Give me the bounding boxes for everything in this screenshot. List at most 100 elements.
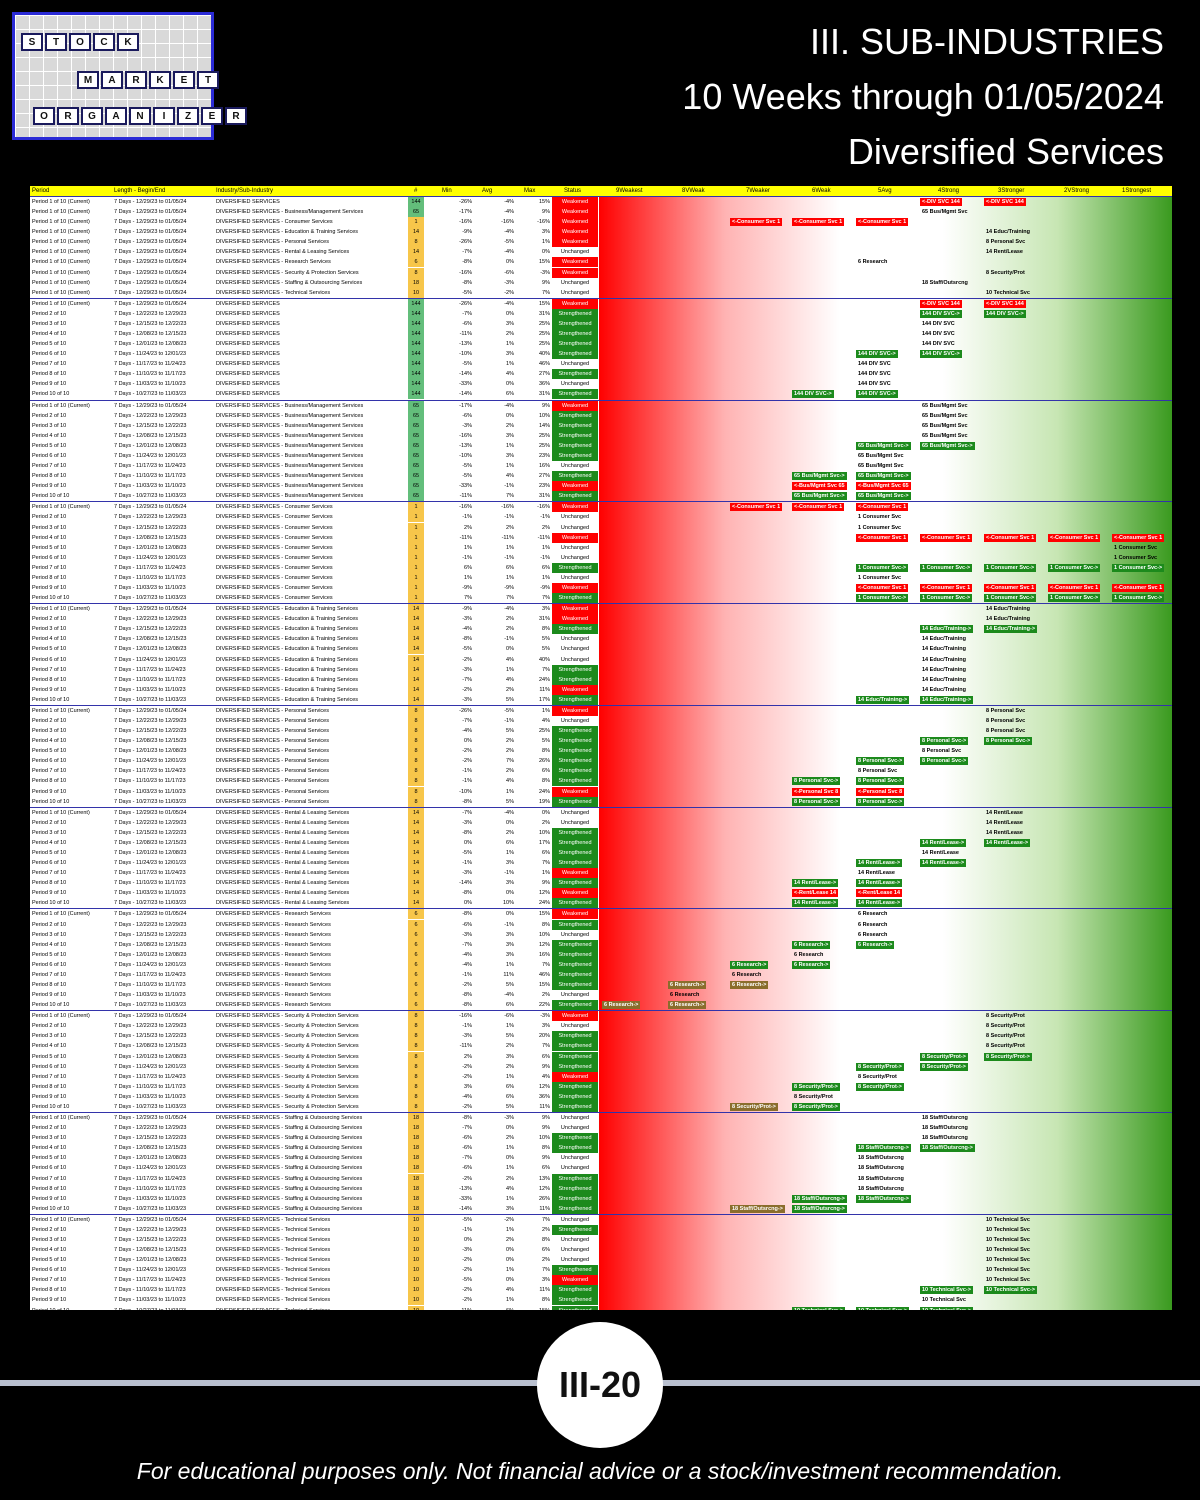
cell-min: -2% — [462, 1063, 472, 1070]
cell-min: -26% — [459, 239, 472, 246]
cell-min: -7% — [462, 310, 472, 317]
cell-length: 7 Days - 12/29/23 to 01/05/24 — [114, 911, 187, 918]
cell-avg: 3% — [506, 931, 514, 938]
table-row: Period 3 of 10 7 Days - 12/15/23 to 12/22… — [30, 726, 1172, 737]
zone-label: 1 Consumer Svc-> — [856, 563, 909, 572]
cell-industry: DIVERSIFIED SERVICES - Research Services — [216, 941, 331, 948]
cell-max: 5% — [542, 636, 550, 643]
header-8vweak[interactable]: 8VWeak — [682, 188, 705, 194]
disclaimer: For educational purposes only. Not finan… — [136, 1458, 1064, 1484]
header-3stronger[interactable]: 3Stronger — [998, 188, 1025, 194]
logo-letter: N — [129, 107, 151, 125]
status-badge: Strengthened — [552, 664, 598, 675]
cell-min: -3% — [462, 422, 472, 429]
cell-length: 7 Days - 10/27/23 to 11/03/23 — [114, 1103, 187, 1110]
cell-period: Period 10 of 10 — [32, 1002, 70, 1009]
cell-period: Period 7 of 10 — [32, 1277, 67, 1284]
zone-label: 10 Technical Svc-> — [984, 1286, 1037, 1295]
table-row: Period 1 of 10 (Current) 7 Days - 12/29/2… — [30, 247, 1172, 258]
cell-avg: 2% — [506, 1236, 514, 1243]
status-badge: Unchanged — [560, 1155, 590, 1162]
header-9weakest[interactable]: 9Weakest — [616, 188, 643, 194]
cell-period: Period 6 of 10 — [32, 554, 67, 561]
table-row: Period 6 of 10 7 Days - 11/24/23 to 12/01… — [30, 756, 1172, 767]
cell-count: 18 — [408, 277, 424, 288]
header-min[interactable]: Min — [442, 188, 452, 194]
zone-label: 144 DIV SVC — [858, 361, 891, 368]
cell-avg: -1% — [504, 870, 514, 877]
zone-label: 8 Security/Prot-> — [856, 1082, 904, 1091]
cell-avg: 3% — [506, 320, 514, 327]
cell-max: 8% — [542, 626, 550, 633]
status-badge: Strengthened — [552, 1305, 598, 1310]
cell-count: 14 — [408, 694, 424, 705]
cell-length: 7 Days - 11/24/23 to 12/01/23 — [114, 1063, 187, 1070]
cell-avg: 2% — [506, 1175, 514, 1182]
header-4strong[interactable]: 4Strong — [938, 188, 960, 194]
status-badge: Weakened — [552, 604, 598, 615]
header-2vstrong[interactable]: 2VStrong — [1064, 188, 1090, 194]
cell-length: 7 Days - 12/29/23 to 01/05/24 — [114, 209, 187, 216]
cell-length: 7 Days - 12/15/23 to 12/22/23 — [114, 1236, 187, 1243]
cell-max: 0% — [542, 809, 550, 816]
cell-max: 7% — [542, 666, 550, 673]
header-6weak[interactable]: 6Weak — [812, 188, 831, 194]
cell-avg: 6% — [506, 1083, 514, 1090]
logo-letter: O — [33, 107, 55, 125]
cell-length: 7 Days - 12/29/23 to 01/05/24 — [114, 269, 187, 276]
table-row: Period 4 of 10 7 Days - 12/08/23 to 12/15… — [30, 1245, 1172, 1256]
cell-length: 7 Days - 11/10/23 to 11/17/23 — [114, 371, 186, 378]
zone-label: 1 Consumer Svc-> — [984, 594, 1037, 603]
cell-count: 14 — [408, 644, 424, 655]
zone-label: 1 Consumer Svc-> — [984, 563, 1037, 572]
cell-max: 2% — [542, 819, 550, 826]
header-5avg[interactable]: 5Avg — [878, 188, 892, 194]
zone-label: 65 Bus/Mgmt Svc — [922, 402, 968, 409]
cell-period: Period 6 of 10 — [32, 860, 67, 867]
status-badge: Strengthened — [552, 726, 598, 737]
cell-count: 8 — [408, 1011, 424, 1022]
table-row: Period 7 of 10 7 Days - 11/17/23 to 11/24… — [30, 1275, 1172, 1286]
table-row: Period 4 of 10 7 Days - 12/08/23 to 12/15… — [30, 736, 1172, 747]
cell-max: 5% — [542, 646, 550, 653]
zone-label: <-Consumer Svc 1 — [984, 533, 1037, 542]
cell-avg: 4% — [506, 371, 514, 378]
cell-period: Period 8 of 10 — [32, 1083, 67, 1090]
header-max[interactable]: Max — [524, 188, 536, 194]
cell-industry: DIVERSIFIED SERVICES - Business/Manageme… — [216, 422, 364, 429]
cell-industry: DIVERSIFIED SERVICES - Staffing & Outsou… — [216, 1155, 363, 1162]
table-row: Period 10 of 10 7 Days - 10/27/23 to 11/0… — [30, 1101, 1172, 1112]
header-industry[interactable]: Industry/Sub-Industry — [216, 188, 274, 194]
status-badge: Weakened — [552, 705, 598, 716]
table-row: Period 4 of 10 7 Days - 12/08/23 to 12/15… — [30, 1041, 1172, 1052]
cell-max: 2% — [542, 1226, 550, 1233]
cell-min: -8% — [462, 279, 472, 286]
cell-count: 14 — [408, 227, 424, 238]
cell-min: -2% — [462, 1073, 472, 1080]
cell-count: 14 — [408, 247, 424, 258]
header-length[interactable]: Length - Begin/End — [114, 188, 166, 194]
header-period[interactable]: Period — [32, 188, 50, 194]
cell-period: Period 3 of 10 — [32, 1033, 67, 1040]
cell-period: Period 9 of 10 — [32, 1297, 67, 1304]
cell-max: 20% — [538, 1033, 550, 1040]
cell-industry: DIVERSIFIED SERVICES - Research Services — [216, 259, 331, 266]
header-7weaker[interactable]: 7Weaker — [746, 188, 770, 194]
cell-max: 25% — [538, 728, 550, 735]
status-badge: Strengthened — [552, 349, 598, 360]
cell-max: 6% — [542, 564, 550, 571]
status-badge: Weakened — [552, 267, 598, 278]
cell-count: 8 — [408, 756, 424, 767]
header-avg[interactable]: Avg — [482, 188, 493, 194]
header-status[interactable]: Status — [564, 188, 582, 194]
status-badge: Unchanged — [560, 249, 590, 256]
table-row: Period 3 of 10 7 Days - 12/15/23 to 12/22… — [30, 827, 1172, 838]
status-badge: Strengthened — [552, 450, 598, 461]
header-count[interactable]: # — [414, 188, 418, 194]
status-badge: Strengthened — [552, 939, 598, 950]
cell-count: 1 — [408, 512, 424, 523]
zone-label: <-Consumer Svc 1 — [1048, 533, 1101, 542]
header-1strongest[interactable]: 1Strongest — [1122, 188, 1152, 194]
cell-count: 14 — [408, 888, 424, 899]
cell-avg: 1% — [506, 961, 514, 968]
